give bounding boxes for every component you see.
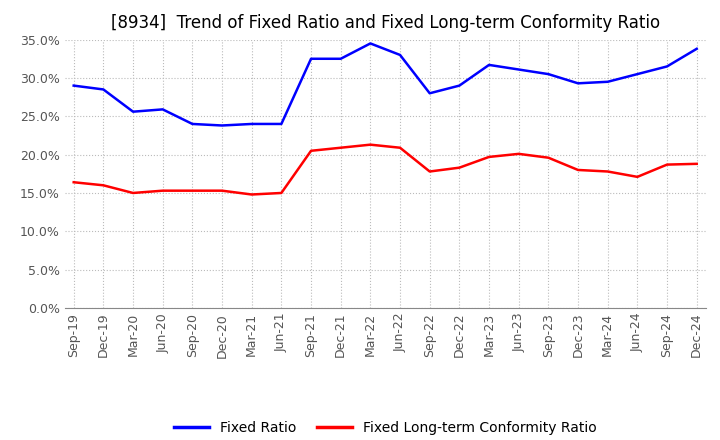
Fixed Ratio: [574, 81, 582, 86]
Fixed Ratio: [455, 83, 464, 88]
Fixed Ratio: [336, 56, 345, 62]
Line: Fixed Long-term Conformity Ratio: Fixed Long-term Conformity Ratio: [73, 145, 697, 194]
Fixed Ratio: [307, 56, 315, 62]
Fixed Ratio: [396, 52, 405, 58]
Fixed Long-term Conformity Ratio: [455, 165, 464, 170]
Fixed Long-term Conformity Ratio: [248, 192, 256, 197]
Fixed Ratio: [129, 109, 138, 114]
Fixed Ratio: [544, 71, 553, 77]
Fixed Long-term Conformity Ratio: [366, 142, 374, 147]
Fixed Ratio: [69, 83, 78, 88]
Fixed Long-term Conformity Ratio: [188, 188, 197, 193]
Fixed Ratio: [158, 107, 167, 112]
Title: [8934]  Trend of Fixed Ratio and Fixed Long-term Conformity Ratio: [8934] Trend of Fixed Ratio and Fixed Lo…: [111, 15, 660, 33]
Fixed Ratio: [693, 46, 701, 51]
Fixed Long-term Conformity Ratio: [693, 161, 701, 166]
Fixed Ratio: [485, 62, 493, 68]
Line: Fixed Ratio: Fixed Ratio: [73, 44, 697, 125]
Fixed Ratio: [633, 71, 642, 77]
Fixed Ratio: [426, 91, 434, 96]
Fixed Ratio: [514, 67, 523, 72]
Fixed Long-term Conformity Ratio: [69, 180, 78, 185]
Fixed Ratio: [277, 121, 286, 127]
Fixed Long-term Conformity Ratio: [217, 188, 226, 193]
Fixed Long-term Conformity Ratio: [514, 151, 523, 157]
Fixed Ratio: [366, 41, 374, 46]
Fixed Long-term Conformity Ratio: [307, 148, 315, 154]
Fixed Long-term Conformity Ratio: [277, 191, 286, 196]
Fixed Long-term Conformity Ratio: [129, 191, 138, 196]
Fixed Long-term Conformity Ratio: [662, 162, 671, 167]
Fixed Ratio: [188, 121, 197, 127]
Fixed Ratio: [217, 123, 226, 128]
Fixed Long-term Conformity Ratio: [99, 183, 108, 188]
Fixed Long-term Conformity Ratio: [633, 174, 642, 180]
Fixed Long-term Conformity Ratio: [336, 145, 345, 150]
Fixed Long-term Conformity Ratio: [574, 167, 582, 172]
Fixed Long-term Conformity Ratio: [426, 169, 434, 174]
Fixed Ratio: [248, 121, 256, 127]
Fixed Long-term Conformity Ratio: [158, 188, 167, 193]
Fixed Ratio: [662, 64, 671, 69]
Fixed Long-term Conformity Ratio: [396, 145, 405, 150]
Legend: Fixed Ratio, Fixed Long-term Conformity Ratio: Fixed Ratio, Fixed Long-term Conformity …: [168, 415, 602, 440]
Fixed Ratio: [99, 87, 108, 92]
Fixed Long-term Conformity Ratio: [544, 155, 553, 160]
Fixed Ratio: [603, 79, 612, 84]
Fixed Long-term Conformity Ratio: [485, 154, 493, 160]
Fixed Long-term Conformity Ratio: [603, 169, 612, 174]
